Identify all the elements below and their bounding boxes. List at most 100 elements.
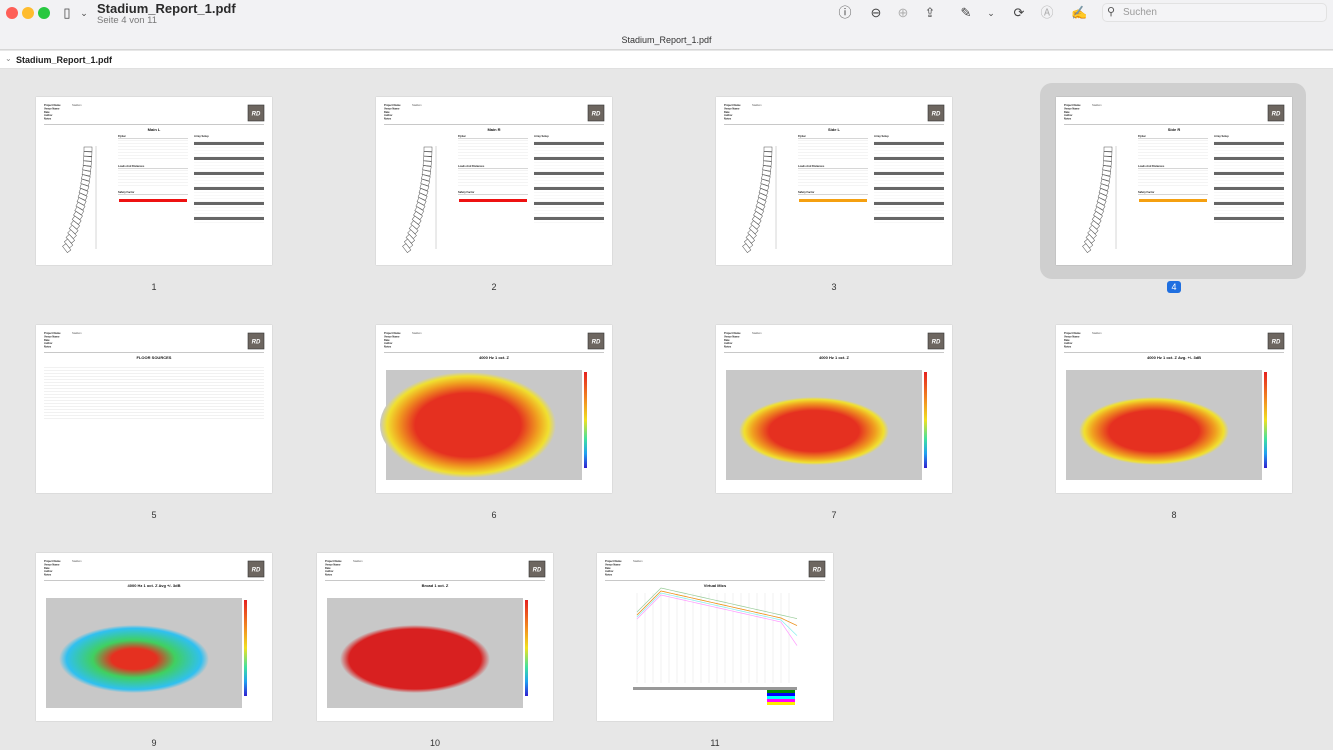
page-number[interactable]: 11 (597, 737, 833, 749)
page-title: Broad 1 oct. Z (422, 583, 449, 588)
page-number[interactable]: 4 (1056, 281, 1292, 293)
page-thumbnail[interactable]: Project Name Venue Name Date Author Notes Sta… (36, 553, 272, 721)
header-label: Project Name (605, 559, 622, 563)
page-number-text: 5 (151, 510, 157, 520)
virtual-mics-chart (633, 587, 798, 705)
zoom-out-icon[interactable]: ⊖ (870, 5, 882, 20)
svg-text:RD: RD (252, 340, 261, 346)
page-number[interactable]: 10 (317, 737, 553, 749)
header-value: Stadium (353, 559, 363, 563)
color-scale-bar (924, 372, 927, 468)
header-value: Stadium (752, 331, 762, 335)
zoom-in-icon[interactable]: ⊕ (897, 5, 909, 20)
divider (44, 580, 264, 581)
spl-heatmap (46, 598, 242, 708)
page-number[interactable]: 1 (36, 281, 272, 293)
header-value: Stadium (72, 103, 82, 107)
svg-text:RD: RD (252, 568, 261, 574)
page-number[interactable]: 9 (36, 737, 272, 749)
header-label: Date (384, 338, 390, 342)
header-value: Stadium (1092, 331, 1102, 335)
page-title: FLOOR SOURCES (137, 355, 172, 360)
header-value: Stadium (752, 103, 762, 107)
header-label: Date (724, 338, 730, 342)
zoom-button[interactable] (38, 7, 50, 19)
page-thumbnail[interactable]: Project Name Venue Name Date Author Notes Sta… (376, 325, 612, 493)
header-label: Author (724, 341, 733, 345)
page-thumbnail[interactable]: Project Name Venue Name Date Author Notes Sta… (1056, 97, 1292, 265)
page-thumbnail[interactable]: Project Name Venue Name Date Author Notes Sta… (376, 97, 612, 265)
close-button[interactable] (6, 7, 18, 19)
page-title: 4000 Hz 1 oct. Z Avg. +/- 3dB (1147, 355, 1201, 360)
page-title: 4000 Hz 1 oct. Z Avg +/- 3dB (128, 583, 181, 588)
page-thumbnail[interactable]: Project Name Venue Name Date Author Notes Sta… (36, 325, 272, 493)
header-label: Notes (44, 573, 52, 577)
page-number[interactable]: 3 (716, 281, 952, 293)
page-number[interactable]: 7 (716, 509, 952, 521)
chevron-down-icon[interactable]: ⌄ (987, 8, 995, 18)
search-input[interactable]: ⚲ Suchen (1102, 3, 1327, 22)
divider (605, 580, 825, 581)
page-number-text: 7 (831, 510, 837, 520)
safety-factor-bar (1139, 199, 1207, 202)
page-title: Virtual Mics (704, 583, 727, 588)
spl-heatmap (1066, 370, 1262, 480)
header-label: Venue Name (1064, 106, 1080, 110)
divider (325, 580, 545, 581)
divider (724, 124, 944, 125)
page-number[interactable]: 2 (376, 281, 612, 293)
minimize-button[interactable] (22, 7, 34, 19)
page-number[interactable]: 8 (1056, 509, 1292, 521)
header-label: Author (1064, 113, 1073, 117)
color-scale-bar (584, 372, 587, 468)
svg-text:RD: RD (252, 112, 261, 118)
color-scale-bar (244, 600, 247, 696)
logo: RD (587, 332, 605, 350)
markup-pen-icon[interactable]: ✎ (960, 5, 972, 20)
header-label: Project Name (384, 331, 401, 335)
header-label: Notes (44, 345, 52, 349)
header-label: Venue Name (724, 106, 740, 110)
rotate-icon[interactable]: ⟳ (1013, 5, 1025, 20)
header-label: Project Name (1064, 331, 1081, 335)
header-label: Author (44, 569, 53, 573)
array-setup-table: Array Setup (874, 134, 944, 223)
page-thumbnail[interactable]: Project Name Venue Name Date Author Notes Sta… (716, 325, 952, 493)
header-label: Author (44, 113, 53, 117)
page-thumbnail[interactable]: Project Name Venue Name Date Author Notes Sta… (36, 97, 272, 265)
svg-text:RD: RD (813, 568, 822, 574)
header-label: Venue Name (325, 562, 341, 566)
page-number-text: 2 (491, 282, 497, 292)
header-label: Notes (1064, 117, 1072, 121)
safety-factor-bar (119, 199, 187, 202)
svg-text:RD: RD (1272, 112, 1281, 118)
header-label: Author (605, 569, 614, 573)
svg-text:Array Setup: Array Setup (534, 134, 549, 138)
info-icon[interactable]: ⓘ (838, 5, 852, 20)
page-thumbnail[interactable]: Project Name Venue Name Date Author Notes Sta… (716, 97, 952, 265)
flybar-section: Flybar Loads And Distances Safety Factor (458, 134, 528, 195)
sidebar-icon[interactable]: ▯ (63, 5, 71, 20)
header-label: Notes (724, 345, 732, 349)
spl-heatmap (380, 370, 582, 480)
divider (384, 352, 604, 353)
search-icon: ⚲ (1107, 6, 1116, 18)
header-label: Notes (325, 573, 333, 577)
svg-text:Safety Factor: Safety Factor (458, 190, 474, 194)
annotate-icon[interactable]: Ⓐ (1040, 5, 1054, 20)
file-group-header[interactable]: ⌄ Stadium_Report_1.pdf (0, 51, 1333, 69)
header-label: Notes (1064, 345, 1072, 349)
page-thumbnail[interactable]: Project Name Venue Name Date Author Notes Sta… (1056, 325, 1292, 493)
page-number-text: 11 (710, 738, 720, 748)
page-number[interactable]: 6 (376, 509, 612, 521)
page-number[interactable]: 5 (36, 509, 272, 521)
page-thumbnail[interactable]: Project Name Venue Name Date Author Notes Sta… (597, 553, 833, 721)
chevron-down-icon[interactable]: ⌄ (80, 8, 88, 18)
page-thumbnail[interactable]: Project Name Venue Name Date Author Notes Sta… (317, 553, 553, 721)
signature-icon[interactable]: ✍ (1071, 5, 1088, 20)
share-icon[interactable]: ⇪ (924, 5, 936, 20)
svg-text:Array Setup: Array Setup (194, 134, 209, 138)
